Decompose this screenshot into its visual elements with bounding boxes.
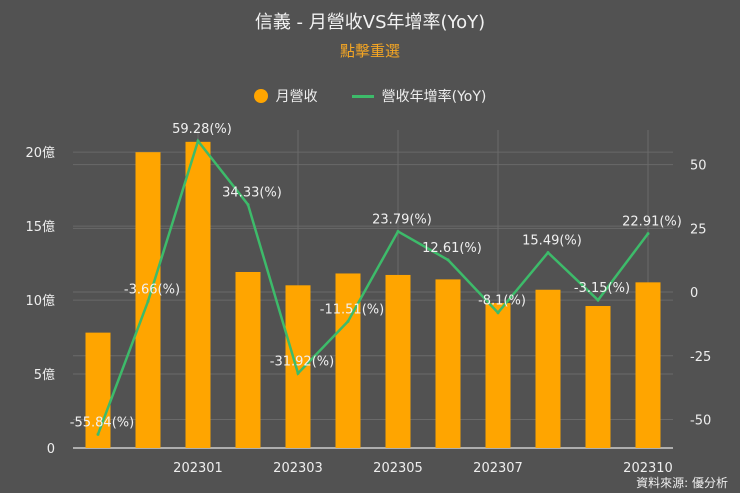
yoy-data-label: -55.84(%) [70, 415, 134, 430]
legend-item-revenue[interactable]: 月營收 [253, 86, 318, 106]
left-axis-tick: 10億 [25, 293, 55, 309]
revenue-bar [485, 303, 511, 448]
yoy-data-label: 15.49(%) [522, 234, 582, 249]
yoy-data-label: -8.1(%) [478, 294, 526, 309]
legend-line-swatch [351, 94, 374, 98]
yoy-data-label: -3.15(%) [574, 281, 630, 296]
yoy-point [346, 319, 350, 323]
yoy-data-label: -11.51(%) [320, 302, 384, 317]
yoy-point [446, 258, 450, 262]
legend-bar-swatch [253, 89, 268, 103]
right-axis-tick: 50 [690, 159, 707, 174]
legend-label-revenue: 月營收 [275, 89, 318, 105]
yoy-data-label: -3.66(%) [124, 282, 180, 297]
legend-label-yoy: 營收年增率(YoY) [381, 89, 487, 105]
revenue-bar [335, 273, 361, 448]
left-axis-tick: 20億 [25, 145, 55, 161]
yoy-data-label: 22.91(%) [622, 215, 682, 230]
revenue-bar [85, 332, 111, 448]
chart-title: 信義 - 月營收VS年增率(YoY) [254, 12, 486, 33]
right-axis-tick: 25 [690, 222, 707, 237]
yoy-line [96, 138, 649, 435]
yoy-data-label: 23.79(%) [372, 212, 432, 227]
source-note: 資料來源: 優分析 [636, 476, 728, 490]
yoy-point [96, 432, 100, 436]
yoy-point [246, 203, 250, 207]
yoy-data-label: 12.61(%) [422, 241, 482, 256]
yoy-point [546, 251, 550, 255]
yoy-point [596, 298, 600, 302]
yoy-point [196, 139, 200, 143]
yoy-point [296, 371, 300, 375]
yoy-point [496, 311, 500, 315]
legend-item-yoy[interactable]: 營收年增率(YoY) [351, 86, 487, 106]
x-axis-tick: 202301 [173, 461, 223, 476]
yoy-point [646, 232, 650, 236]
revenue-bar [435, 279, 461, 448]
revenue-bar [535, 289, 561, 448]
revenue-bar [235, 271, 261, 448]
yoy-point [146, 299, 150, 303]
left-axis-tick: 15億 [25, 219, 55, 235]
reselect-link[interactable]: 點擊重選 [339, 42, 400, 60]
legend: 月營收 營收年增率(YoY) [0, 86, 740, 106]
yoy-data-label: 59.28(%) [172, 122, 232, 137]
x-axis-tick: 202303 [273, 461, 323, 476]
yoy-point [396, 229, 400, 233]
right-axis-tick: -25 [690, 350, 711, 365]
x-axis-tick: 202307 [473, 461, 523, 476]
revenue-bar [385, 274, 411, 448]
revenue-bar [585, 306, 611, 448]
x-axis-tick: 202305 [373, 461, 423, 476]
yoy-data-label: -31.92(%) [270, 354, 334, 369]
left-axis-tick: 5億 [34, 367, 55, 383]
left-axis-tick: 0 [47, 442, 55, 457]
revenue-bar [635, 282, 661, 448]
right-axis-tick: -50 [690, 413, 711, 428]
x-axis-tick: 202310 [623, 461, 673, 476]
revenue-bar [285, 285, 311, 448]
yoy-data-label: 34.33(%) [222, 186, 282, 201]
right-axis-tick: 0 [690, 286, 698, 301]
revenue-bar [185, 141, 211, 448]
